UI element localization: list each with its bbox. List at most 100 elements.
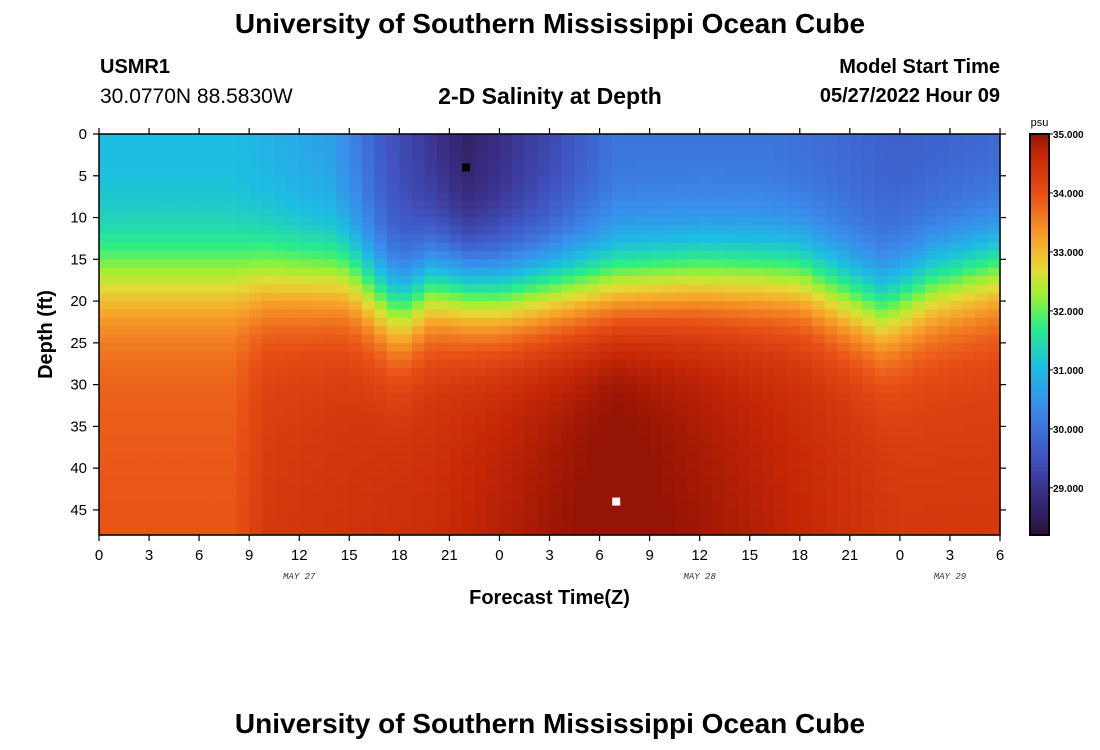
- heatmap-cell: [274, 476, 288, 486]
- heatmap-cell: [562, 217, 576, 227]
- heatmap-cell: [637, 192, 651, 202]
- heatmap-cell: [374, 276, 388, 285]
- heatmap-cell: [124, 159, 138, 169]
- heatmap-cell: [862, 426, 876, 436]
- colorbar-segment: [1030, 250, 1049, 255]
- heatmap-cell: [574, 443, 588, 453]
- heatmap-cell: [124, 359, 138, 369]
- heatmap-cell: [124, 392, 138, 402]
- heatmap-cell: [211, 250, 225, 260]
- heatmap-cell: [411, 159, 425, 169]
- heatmap-cell: [799, 276, 813, 285]
- heatmap-cell: [324, 401, 338, 411]
- heatmap-cell: [587, 434, 601, 444]
- heatmap-cell: [687, 426, 701, 436]
- heatmap-cell: [974, 284, 989, 294]
- heatmap-cell: [374, 250, 388, 260]
- heatmap-cell: [261, 284, 275, 294]
- heatmap-cell: [236, 150, 250, 160]
- heatmap-cell: [599, 150, 613, 160]
- heatmap-cell: [411, 250, 425, 260]
- heatmap-cell: [674, 384, 688, 394]
- heatmap-cell: [161, 134, 175, 143]
- heatmap-cell: [236, 317, 250, 327]
- colorbar-segment: [1030, 374, 1049, 380]
- heatmap-cell: [562, 225, 576, 235]
- heatmap-cell: [474, 167, 488, 177]
- heatmap-cell: [474, 150, 488, 160]
- heatmap-cell: [824, 518, 838, 528]
- heatmap-cell: [136, 334, 150, 344]
- heatmap-cell: [399, 367, 413, 377]
- heatmap-cell: [286, 509, 300, 519]
- heatmap-cell: [699, 526, 713, 536]
- heatmap-cell: [261, 150, 275, 160]
- heatmap-cell: [762, 468, 776, 478]
- heatmap-cell: [724, 501, 738, 511]
- colorbar-segment: [1030, 266, 1049, 271]
- heatmap-cell: [674, 484, 688, 494]
- heatmap-cell: [299, 301, 313, 311]
- heatmap-cell: [637, 493, 651, 503]
- date-label: MAY 28: [683, 572, 716, 582]
- heatmap-cell: [374, 351, 388, 361]
- heatmap-cell: [974, 159, 989, 169]
- heatmap-cell: [236, 134, 250, 143]
- heatmap-cell: [649, 509, 663, 519]
- heatmap-cell: [774, 250, 788, 260]
- heatmap-cell: [987, 250, 1001, 260]
- heatmap-cell: [374, 443, 388, 453]
- heatmap-cell: [624, 200, 638, 210]
- heatmap-cell: [774, 334, 788, 344]
- heatmap-cell: [211, 401, 225, 411]
- heatmap-cell: [161, 434, 175, 444]
- heatmap-cell: [149, 167, 163, 177]
- heatmap-cell: [124, 468, 138, 478]
- heatmap-cell: [937, 367, 951, 377]
- heatmap-cell: [349, 526, 363, 536]
- heatmap-cell: [549, 142, 563, 152]
- heatmap-cell: [224, 409, 238, 419]
- heatmap-cell: [649, 484, 663, 494]
- heatmap-cell: [699, 200, 713, 210]
- heatmap-cell: [949, 242, 964, 252]
- heatmap-cell: [499, 342, 513, 352]
- heatmap-cell: [124, 342, 138, 352]
- heatmap-cell: [261, 418, 275, 427]
- heatmap-cell: [174, 200, 188, 210]
- heatmap-cell: [299, 468, 313, 478]
- heatmap-cell: [211, 200, 225, 210]
- heatmap-cell: [274, 401, 288, 411]
- heatmap-cell: [974, 434, 989, 444]
- heatmap-cell: [324, 192, 338, 202]
- colorbar-segment: [1030, 446, 1049, 452]
- heatmap-cell: [99, 200, 113, 210]
- heatmap-cell: [574, 217, 588, 227]
- heatmap-cell: [824, 234, 838, 244]
- heatmap-cell: [974, 167, 989, 177]
- heatmap-cell: [224, 434, 238, 444]
- heatmap-cell: [536, 376, 551, 386]
- heatmap-cell: [587, 493, 601, 503]
- heatmap-cell: [849, 276, 863, 285]
- heatmap-cell: [787, 317, 801, 327]
- heatmap-cell: [924, 334, 939, 344]
- heatmap-cell: [749, 142, 763, 152]
- heatmap-cell: [136, 468, 150, 478]
- heatmap-cell: [186, 134, 200, 143]
- heatmap-cell: [587, 468, 601, 478]
- heatmap-cell: [599, 259, 613, 269]
- heatmap-cell: [637, 234, 651, 244]
- heatmap-cell: [124, 493, 138, 503]
- heatmap-cell: [449, 468, 463, 478]
- heatmap-cell: [962, 217, 976, 227]
- heatmap-cell: [712, 309, 726, 319]
- heatmap-cell: [612, 142, 626, 152]
- heatmap-cell: [524, 526, 538, 536]
- heatmap-cell: [386, 451, 400, 461]
- heatmap-cell: [261, 217, 275, 227]
- heatmap-cell: [324, 476, 338, 486]
- heatmap-cell: [174, 142, 188, 152]
- heatmap-cell: [612, 192, 626, 202]
- heatmap-cell: [186, 342, 200, 352]
